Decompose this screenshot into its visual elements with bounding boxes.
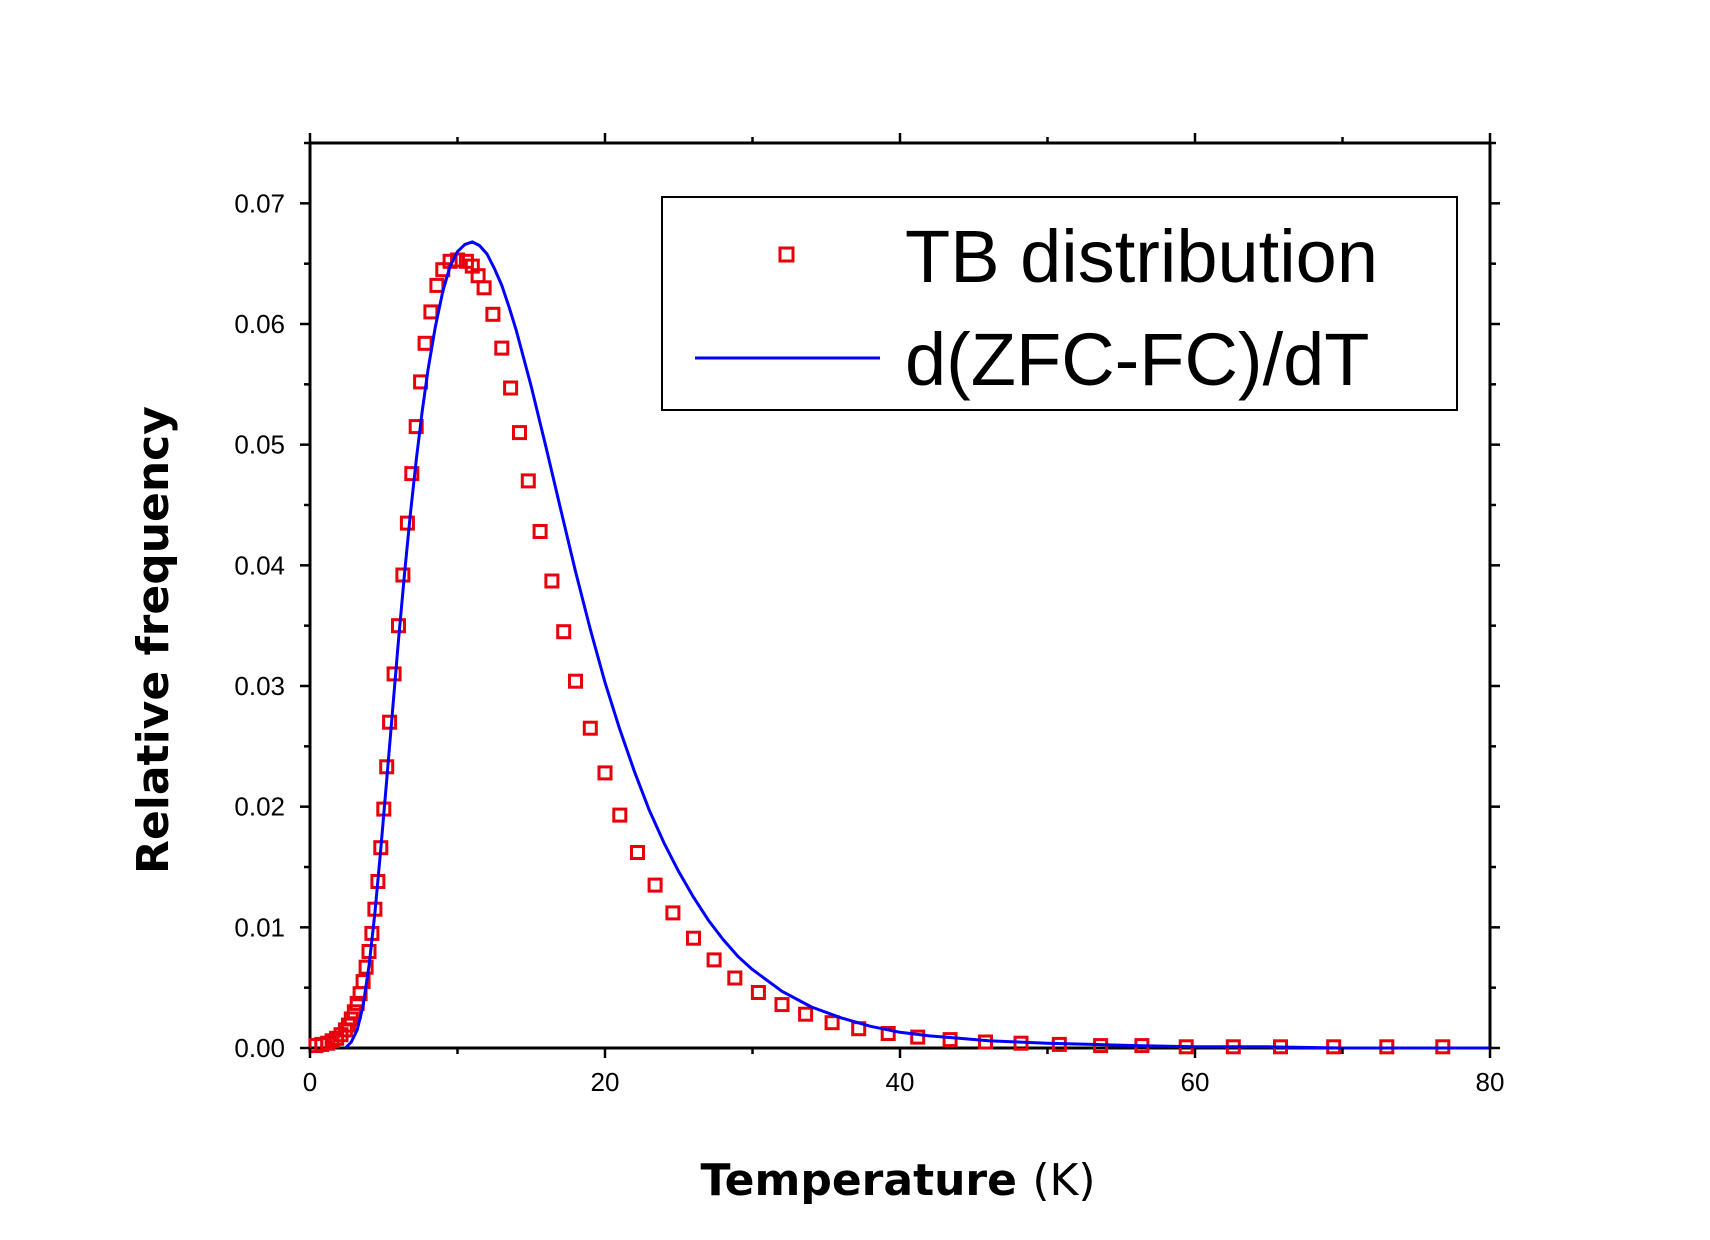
y-tick-label: 0.06 [234, 309, 285, 339]
data-point-tb [942, 1032, 958, 1048]
data-point-tb [382, 714, 398, 730]
legend-label-tb: TB distribution [905, 215, 1378, 298]
x-tick-label: 20 [591, 1067, 620, 1097]
x-axis-unit: (K) [1032, 1155, 1095, 1206]
data-point-tb [910, 1029, 926, 1045]
y-tick-label: 0.01 [234, 912, 285, 942]
data-point-tb [355, 974, 371, 990]
x-tick-label: 60 [1181, 1067, 1210, 1097]
data-point-tb [476, 280, 492, 296]
legend-marker-tb [778, 246, 795, 263]
data-point-tb [597, 765, 613, 781]
series-layer [308, 240, 1490, 1055]
data-point-tb [727, 970, 743, 986]
data-point-tb [358, 959, 374, 975]
y-tick-label: 0.00 [234, 1033, 285, 1063]
axes-layer: 0 20 40 60 80 0.00 0.01 0.02 0.03 0.04 0.05 0.06 0.0… [234, 133, 1504, 1097]
data-point-tb [568, 673, 583, 689]
legend-label-dzfc: d(ZFC-FC)/dT [905, 318, 1370, 401]
y-tick-label: 0.02 [234, 792, 285, 822]
x-tick-label: 0 [303, 1067, 317, 1097]
x-tick-label: 40 [886, 1067, 915, 1097]
legend: TB distribution d(ZFC-FC)/dT [661, 196, 1458, 411]
data-point-tb [399, 515, 415, 531]
data-point-tb [485, 306, 501, 322]
data-point-tb [417, 335, 433, 351]
data-point-tb [429, 277, 445, 293]
data-point-tb [512, 425, 527, 441]
data-point-tb [750, 985, 766, 1000]
data-point-tb [423, 304, 439, 320]
data-point-tb [798, 1006, 814, 1022]
data-point-tb [824, 1015, 840, 1031]
y-tick-label: 0.05 [234, 430, 285, 460]
data-point-tb [630, 845, 645, 860]
series-line-dzfc [344, 240, 1490, 1050]
data-point-tb [494, 340, 510, 356]
data-point-tb [774, 997, 790, 1013]
data-point-tb [503, 380, 519, 396]
data-point-tb [706, 952, 722, 968]
legend-box [661, 196, 1458, 411]
data-point-tb [686, 930, 701, 946]
x-axis-title-text: Temperature [700, 1155, 1017, 1206]
data-point-tb [544, 573, 560, 589]
data-point-tb [408, 419, 424, 435]
y-tick-label: 0.04 [234, 550, 285, 580]
data-point-tb [329, 1030, 345, 1046]
data-point-tb [556, 624, 572, 640]
x-tick-label: 80 [1476, 1067, 1505, 1097]
data-point-tb [404, 466, 420, 482]
y-tick-label: 0.03 [234, 671, 285, 701]
data-point-tb [532, 524, 548, 539]
data-point-tb [582, 720, 598, 736]
data-point-tb [612, 807, 628, 823]
data-point-tb [880, 1026, 896, 1041]
data-point-tb [520, 473, 536, 489]
y-axis-title: Relative frequency [128, 406, 179, 874]
x-axis-title: Temperature (K) [700, 1155, 1095, 1206]
data-point-tb [647, 877, 663, 893]
data-point-tb [665, 905, 681, 921]
y-tick-label: 0.07 [234, 188, 285, 218]
